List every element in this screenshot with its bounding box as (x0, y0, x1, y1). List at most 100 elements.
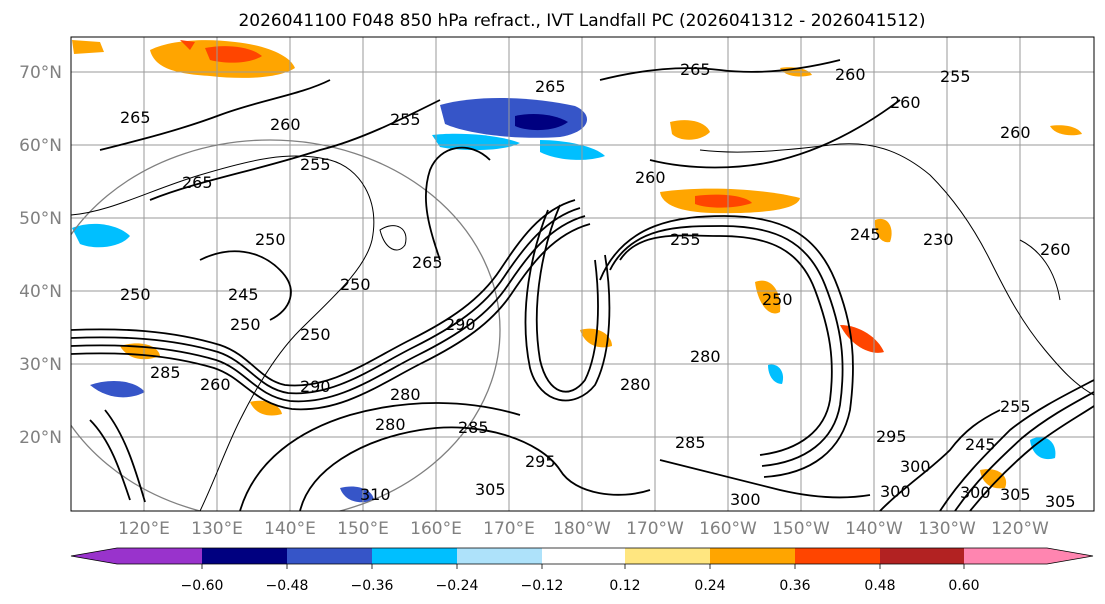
colorbar-swatch (457, 548, 542, 564)
colorbar: −0.60 −0.48 −0.36 −0.24 −0.12 0.12 0.24 … (70, 547, 1094, 594)
contour-labels: 265 265 260 260 255 260 265 260 250 255 … (120, 60, 1076, 511)
contour-label: 260 (1040, 240, 1071, 259)
contour-label: 300 (960, 483, 991, 502)
shade-patch (72, 223, 130, 248)
lon-label: 180°W (553, 519, 611, 539)
contour-label: 260 (270, 115, 301, 134)
shade-patch (980, 469, 1007, 489)
contour-label: 280 (620, 375, 651, 394)
colorbar-tick-label: 0.36 (779, 578, 810, 594)
contour-label: 265 (412, 253, 443, 272)
colorbar-tick-label: 0.12 (609, 578, 640, 594)
contour-label: 305 (1000, 485, 1031, 504)
colorbar-swatch (710, 548, 795, 564)
contour-label: 265 (535, 77, 566, 96)
figure-title: 2026041100 F048 850 hPa refract., IVT La… (238, 11, 925, 31)
contour-label: 255 (1000, 397, 1031, 416)
colorbar-ticks (201, 564, 965, 569)
lat-label: 50°N (19, 209, 62, 229)
contour-label: 245 (228, 285, 259, 304)
longitude-labels: 120°E 130°E 140°E 150°E 160°E 170°E 180°… (118, 519, 1049, 539)
contour-label: 305 (1045, 492, 1076, 511)
contour-label: 300 (730, 490, 761, 509)
contour-label: 255 (940, 67, 971, 86)
lon-label: 140°E (264, 519, 316, 539)
reference-circle (71, 139, 501, 511)
lon-label: 160°W (699, 519, 757, 539)
contour-label: 255 (390, 110, 421, 129)
lon-label: 160°E (410, 519, 462, 539)
coastlines (71, 143, 1094, 511)
contour-label: 295 (876, 427, 907, 446)
map-panel: 265 265 260 260 255 260 265 260 250 255 … (70, 36, 1095, 512)
refractivity-contours (71, 59, 1094, 511)
lon-label: 140°W (845, 519, 903, 539)
latitude-labels: 70°N 60°N 50°N 40°N 30°N 20°N (19, 63, 62, 448)
lon-label: 170°E (483, 519, 535, 539)
shade-patch (180, 40, 195, 50)
lon-label: 170°W (626, 519, 684, 539)
contour-label: 310 (360, 485, 391, 504)
contour-label: 285 (675, 433, 706, 452)
shade-patch (768, 364, 784, 384)
contour-label: 300 (880, 482, 911, 501)
shade-patch (670, 120, 710, 140)
contour-label: 250 (762, 290, 793, 309)
contour-label: 260 (635, 168, 666, 187)
contour-label: 285 (150, 363, 181, 382)
colorbar-swatch (287, 548, 372, 564)
colorbar-swatch (117, 548, 202, 564)
shade-patch (205, 46, 262, 63)
contour-label: 300 (900, 457, 931, 476)
contour-label: 245 (965, 435, 996, 454)
shade-patch (755, 280, 781, 314)
contour-label: 245 (850, 225, 881, 244)
shade-patch (874, 218, 892, 243)
colorbar-tick-label: 0.60 (948, 578, 979, 594)
lon-label: 150°E (337, 519, 389, 539)
shade-patch (695, 194, 752, 208)
contour-label: 260 (890, 93, 921, 112)
colorbar-extend-max (964, 548, 1093, 564)
lon-label: 130°W (918, 519, 976, 539)
contour-label: 250 (300, 325, 331, 344)
contour-label: 285 (458, 418, 489, 437)
shade-patch (340, 486, 374, 503)
contour-label: 260 (835, 65, 866, 84)
contour-label: 265 (680, 60, 711, 79)
contour-label: 230 (923, 230, 954, 249)
colorbar-swatch (625, 548, 710, 564)
colorbar-tick-label: 0.48 (864, 578, 895, 594)
contour-label: 290 (445, 315, 476, 334)
lat-label: 70°N (19, 63, 62, 83)
lat-label: 40°N (19, 282, 62, 302)
lon-label: 120°E (118, 519, 170, 539)
colorbar-swatch (202, 548, 287, 564)
contour-label: 290 (300, 377, 331, 396)
colorbar-tick-label: −0.12 (521, 578, 564, 594)
colorbar-extend-min (71, 548, 117, 564)
contour-label: 250 (340, 275, 371, 294)
colorbar-outline (70, 547, 1094, 565)
colorbar-swatch (542, 548, 625, 564)
contour-label: 280 (690, 347, 721, 366)
contour-label: 255 (670, 230, 701, 249)
lat-label: 60°N (19, 136, 62, 156)
lat-label: 30°N (19, 355, 62, 375)
shade-patch (72, 40, 104, 54)
contour-label: 265 (182, 173, 213, 192)
shade-patch (1050, 125, 1082, 136)
contour-label: 295 (525, 452, 556, 471)
colorbar-tick-label: 0.24 (694, 578, 725, 594)
colorbar-tick-label: −0.36 (351, 578, 394, 594)
colorbar-tick-label: −0.48 (266, 578, 309, 594)
contour-label: 280 (390, 385, 421, 404)
shade-patch (1030, 437, 1056, 460)
shade-patch (432, 133, 520, 151)
map-frame (70, 36, 1095, 512)
shade-patch (515, 114, 568, 131)
colorbar-tick-label: −0.60 (181, 578, 224, 594)
contour-label: 250 (120, 285, 151, 304)
contour-label: 250 (230, 315, 261, 334)
